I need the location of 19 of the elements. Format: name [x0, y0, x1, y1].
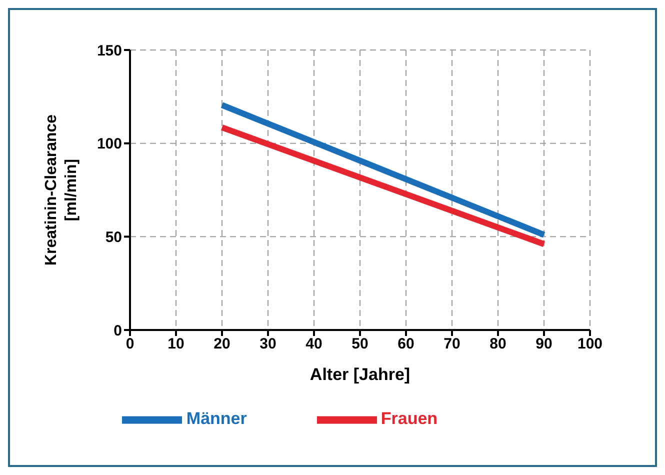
- y-tick-label: 0: [114, 322, 122, 340]
- x-tick-label: 10: [168, 336, 184, 353]
- legend-label: Frauen: [380, 409, 438, 428]
- x-tick-label: 40: [306, 336, 322, 353]
- x-tick-label: 30: [260, 336, 276, 353]
- x-tick-label: 80: [490, 336, 506, 353]
- x-tick-label: 90: [536, 336, 552, 353]
- x-tick-label: 70: [444, 336, 460, 353]
- x-tick-label: 20: [214, 336, 230, 353]
- x-tick-label: 60: [398, 336, 414, 353]
- y-tick-label: 50: [105, 228, 122, 246]
- x-tick-label: 0: [126, 336, 134, 353]
- y-tick-label: 100: [96, 136, 122, 153]
- x-axis-title: Alter [Jahre]: [310, 365, 410, 384]
- x-tick-label: 50: [352, 336, 368, 353]
- x-tick-label: 100: [577, 336, 603, 353]
- y-axis-title: Kreatinin-Clearance [ml/min]: [43, 114, 80, 266]
- legend-label: Männer: [186, 409, 247, 428]
- y-tick-label: 150: [96, 42, 122, 60]
